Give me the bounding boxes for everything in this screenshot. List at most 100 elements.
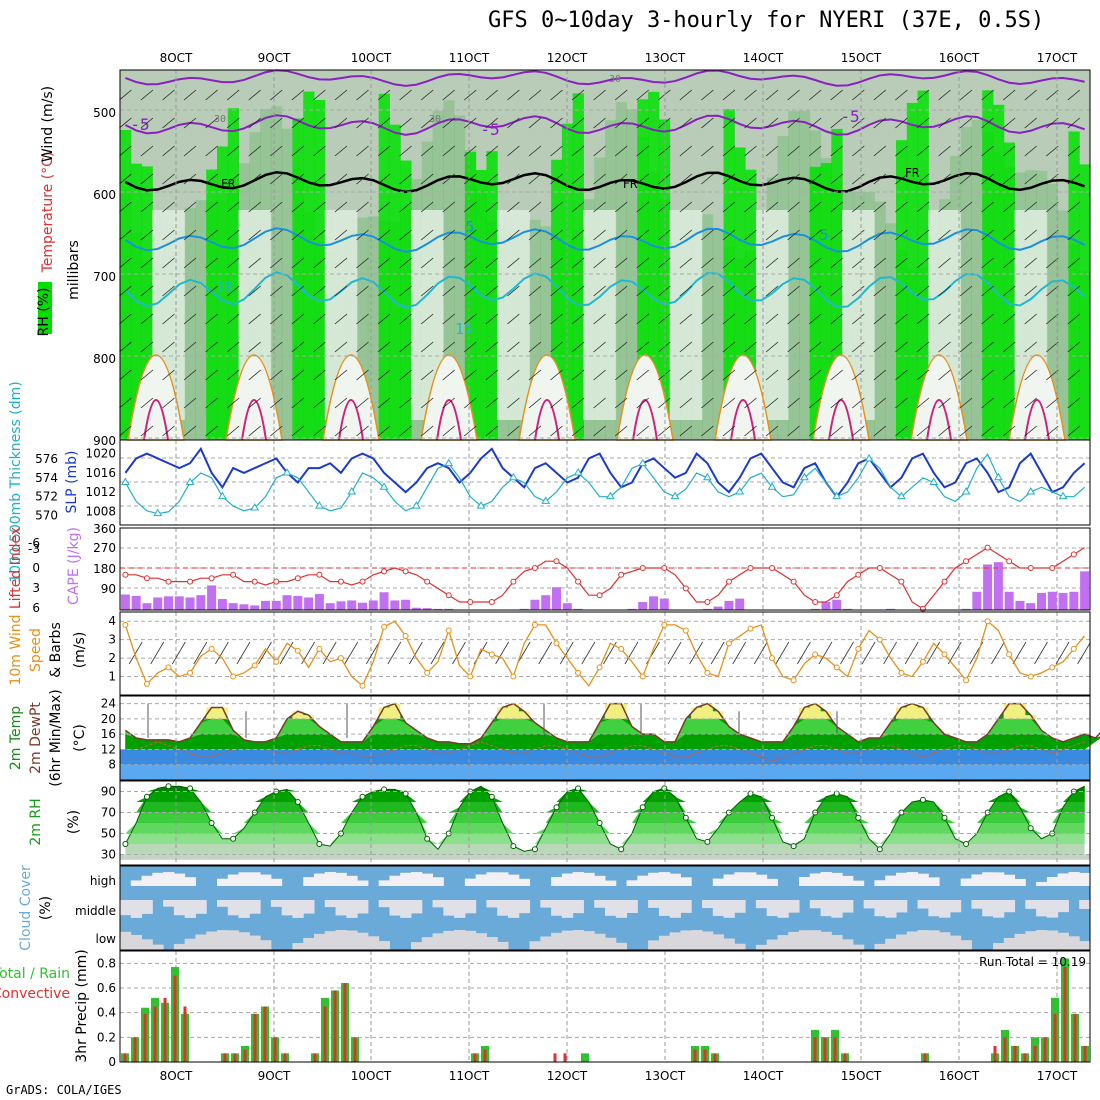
cloud-high-58 <box>745 872 757 886</box>
wind-barb <box>808 117 822 129</box>
cloud-mid-75 <box>928 900 940 917</box>
rh-marker-10 <box>230 835 237 842</box>
wind-barb <box>1046 145 1059 157</box>
thickness-marker-42 <box>573 468 583 476</box>
wind-barb <box>1067 313 1081 325</box>
li-marker-18 <box>316 571 323 578</box>
cloud-mid-30 <box>443 900 455 916</box>
wind-barb <box>744 89 757 101</box>
wind-barb <box>852 397 865 409</box>
rh-shade <box>540 226 552 440</box>
cloud-low-66 <box>831 934 843 950</box>
wind-barb <box>1024 145 1037 157</box>
wind-barb <box>614 369 628 381</box>
wind-barb <box>808 173 822 185</box>
wind-barb <box>442 173 455 185</box>
rh-marker-60 <box>769 814 776 821</box>
wind-barb <box>873 285 887 297</box>
wind-axis-label: Wind (m/s) <box>40 86 56 162</box>
cloud-high-35 <box>497 872 509 886</box>
cloud-low-20 <box>335 930 347 950</box>
convective-bar-3 <box>153 1006 157 1062</box>
rh-marker-68 <box>855 814 862 821</box>
cape-bar-82 <box>1004 591 1014 610</box>
cape-bar-13 <box>261 600 270 610</box>
rh-light <box>432 210 444 420</box>
rh-light <box>766 210 778 420</box>
wind10-marker-56 <box>725 640 732 647</box>
rh-light <box>949 210 962 420</box>
wind-barb <box>442 285 455 297</box>
rh-shade <box>971 119 983 440</box>
wind-barb <box>895 285 908 297</box>
cloud-mid-31 <box>454 900 466 918</box>
wind-barb <box>420 313 434 325</box>
wind-barb <box>119 145 132 157</box>
wind-barb <box>420 397 434 409</box>
wind-barb <box>550 369 563 381</box>
convective-bar-12 <box>243 1049 247 1062</box>
wind-barb <box>399 341 412 353</box>
wind-barb <box>830 425 843 437</box>
wind-barb <box>356 397 369 409</box>
wind-barb <box>356 425 369 437</box>
temp-band-low <box>125 734 1100 750</box>
cloud-high-27 <box>411 872 423 886</box>
cloud-high-13 <box>260 874 272 886</box>
wind-barb <box>873 257 887 269</box>
wind10-barb-59 <box>753 641 768 665</box>
wind-barb <box>765 397 779 409</box>
wind-barb <box>162 341 175 353</box>
wind-barb <box>334 313 348 325</box>
cloud-low-17 <box>303 937 315 950</box>
cloud-mid-26 <box>400 900 412 918</box>
wind-barb <box>119 173 132 185</box>
li-marker-84 <box>1027 565 1034 571</box>
wind-barb <box>334 341 348 353</box>
cloud-low-45 <box>605 937 617 950</box>
temp-warm-25 <box>389 703 401 719</box>
convective-bar-57 <box>693 1049 697 1062</box>
wind-barb <box>614 201 628 213</box>
wind-barb <box>1024 425 1037 437</box>
rain-bar-46 <box>581 1053 589 1062</box>
p8-tick-2: 0.4 <box>97 1006 116 1020</box>
wind-barb <box>420 341 434 353</box>
wind-barb <box>744 257 757 269</box>
cloud-high-66 <box>831 872 843 886</box>
wind-barb <box>787 257 800 269</box>
wind-barb <box>614 145 628 157</box>
bottom-x-tick-1: 9OCT <box>258 1069 291 1083</box>
wind-barb <box>981 369 994 381</box>
temp-warm-83 <box>1014 703 1026 719</box>
wind-barb <box>140 425 154 437</box>
wind-barb <box>226 313 240 325</box>
wind-barb <box>226 173 240 185</box>
wind10-marker-32 <box>467 673 474 680</box>
wind-barb <box>507 397 520 409</box>
thickness-marker-15 <box>282 468 292 476</box>
wind-barb <box>1046 369 1059 381</box>
rh-bright <box>314 99 326 440</box>
wind-barb <box>916 201 930 213</box>
wind-barb <box>183 117 197 129</box>
p5-tick-4: 24 <box>101 697 116 711</box>
wind-barb <box>1024 257 1037 269</box>
convective-bar-19 <box>313 1053 317 1062</box>
temp-contour-minus10 <box>125 69 1085 87</box>
wind-barb <box>183 201 197 213</box>
thickness-marker-33 <box>476 501 486 509</box>
wind-barb <box>291 173 305 185</box>
wind10-marker-80 <box>984 618 991 625</box>
wind-barb <box>636 229 649 241</box>
wind-barb <box>593 145 606 157</box>
temp-warm-24 <box>378 707 390 719</box>
wind-barb <box>485 285 499 297</box>
wind-barb <box>183 341 197 353</box>
wind-barb <box>701 89 714 101</box>
rh-marker-28 <box>424 835 431 842</box>
wind-barb <box>938 229 951 241</box>
convective-bar-14 <box>263 1006 267 1062</box>
li-marker-80 <box>984 544 991 551</box>
cape-bar-81 <box>993 562 1003 610</box>
